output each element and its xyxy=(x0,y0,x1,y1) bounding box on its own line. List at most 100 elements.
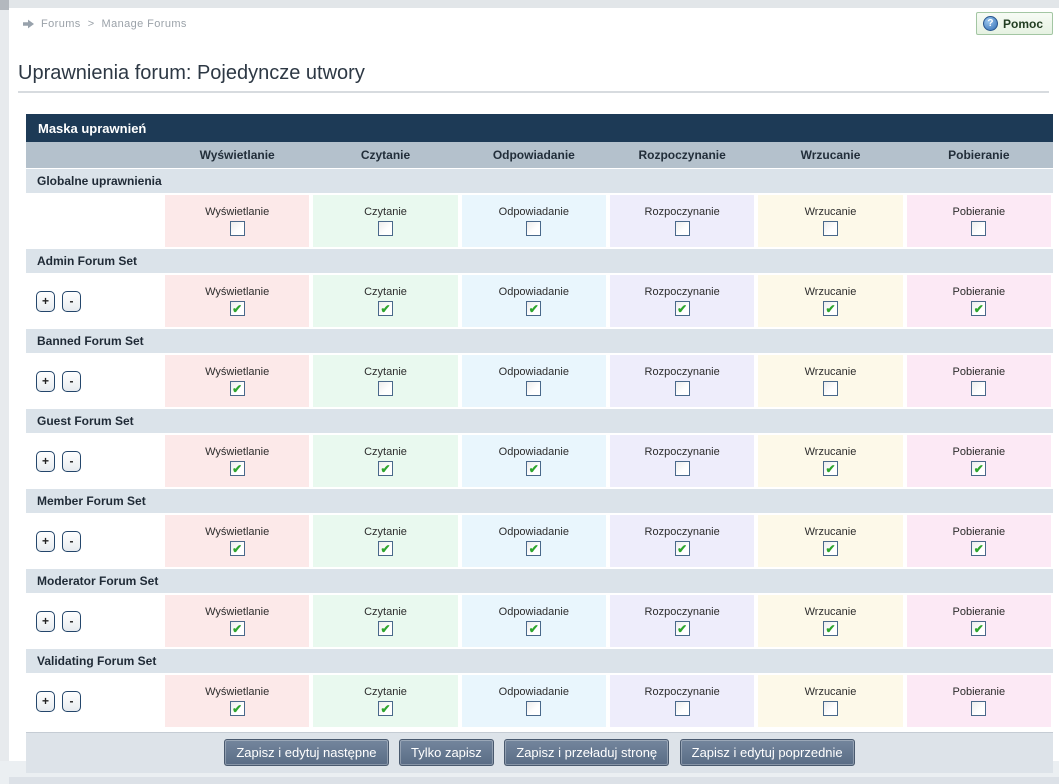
collapse-button[interactable]: - xyxy=(62,370,81,392)
permission-checkbox[interactable]: ✔ xyxy=(526,541,542,556)
column-header-row: Wyświetlanie Czytanie Odpowiadanie Rozpoczy… xyxy=(26,142,1053,169)
permission-checkbox[interactable] xyxy=(674,701,690,716)
permission-cell-label: Wyświetlanie xyxy=(205,286,270,298)
permission-checkbox[interactable] xyxy=(674,381,690,396)
permission-checkbox[interactable] xyxy=(971,701,987,716)
collapse-button[interactable]: - xyxy=(62,530,81,552)
permission-checkbox[interactable]: ✔ xyxy=(377,701,393,716)
permission-checkbox[interactable] xyxy=(377,221,393,236)
permission-checkbox[interactable]: ✔ xyxy=(229,701,245,716)
bottom-strip xyxy=(9,777,1059,784)
permission-checkbox[interactable]: ✔ xyxy=(377,301,393,316)
permission-cell: Czytanie ✔ xyxy=(311,434,460,489)
save-only-button[interactable]: Tylko zapisz xyxy=(399,739,494,766)
section-header: Guest Forum Set xyxy=(26,408,1053,435)
permission-cell-label: Wyświetlanie xyxy=(205,606,270,618)
section-header: Validating Forum Set xyxy=(26,648,1053,675)
breadcrumb-link-forums[interactable]: Forums xyxy=(41,17,81,30)
permission-cell: Rozpoczynanie ✔ xyxy=(607,514,757,569)
footer-bar: Zapisz i edytuj następne Tylko zapisz Za… xyxy=(26,732,1053,773)
permission-checkbox[interactable]: ✔ xyxy=(229,381,245,396)
permission-cell-label: Czytanie xyxy=(364,286,407,298)
permission-checkbox[interactable] xyxy=(526,381,542,396)
help-icon: ? xyxy=(982,16,998,31)
section-row: Banned Forum Set xyxy=(26,328,1053,355)
permission-cell-label: Wrzucanie xyxy=(804,526,857,538)
save-and-edit-next-button[interactable]: Zapisz i edytuj następne xyxy=(224,739,389,766)
permission-checkbox[interactable]: ✔ xyxy=(674,541,690,556)
expand-button[interactable]: + xyxy=(36,530,55,552)
permission-checkbox[interactable]: ✔ xyxy=(377,461,393,476)
help-button[interactable]: ? Pomoc xyxy=(975,12,1053,35)
permission-checkbox[interactable]: ✔ xyxy=(377,621,393,636)
permission-checkbox[interactable]: ✔ xyxy=(229,301,245,316)
permission-checkbox[interactable] xyxy=(229,221,245,236)
permission-cell-label: Odpowiadanie xyxy=(498,286,569,298)
breadcrumb-link-manage-forums[interactable]: Manage Forums xyxy=(101,17,187,30)
save-and-reload-page-button[interactable]: Zapisz i przeładuj stronę xyxy=(504,739,670,766)
expand-button[interactable]: + xyxy=(36,610,55,632)
permission-checkbox[interactable]: ✔ xyxy=(674,301,690,316)
expand-button[interactable]: + xyxy=(36,450,55,472)
permission-cell-label: Czytanie xyxy=(364,206,407,218)
permission-cell: Czytanie ✔ xyxy=(311,674,460,729)
collapse-button[interactable]: - xyxy=(62,610,81,632)
permission-checkbox[interactable]: ✔ xyxy=(971,461,987,476)
permission-checkbox[interactable]: ✔ xyxy=(229,461,245,476)
permission-checkbox[interactable]: ✔ xyxy=(971,301,987,316)
permission-cell: Wyświetlanie ✔ xyxy=(163,354,312,409)
permission-cell: Odpowiadanie xyxy=(459,674,608,729)
permission-cell: Czytanie xyxy=(311,354,460,409)
save-and-edit-previous-button[interactable]: Zapisz i edytuj poprzednie xyxy=(679,739,855,766)
permission-checkbox[interactable]: ✔ xyxy=(229,541,245,556)
permission-cell: Wrzucanie xyxy=(756,674,905,729)
permission-checkbox[interactable]: ✔ xyxy=(971,541,987,556)
permission-checkbox[interactable]: ✔ xyxy=(971,621,987,636)
collapse-button[interactable]: - xyxy=(62,290,81,312)
section-controls-cell: + - xyxy=(26,274,163,329)
permission-row: + - Wyświetlanie ✔ Czytanie Odpowiadanie Rozpo… xyxy=(26,354,1053,409)
column-header-2: Czytanie xyxy=(311,142,460,169)
help-button-label: Pomoc xyxy=(1002,16,1043,31)
permission-cell-label: Pobieranie xyxy=(952,206,1006,218)
permission-cell-label: Pobieranie xyxy=(952,286,1006,298)
permission-checkbox[interactable]: ✔ xyxy=(526,301,542,316)
section-header: Globalne uprawnienia xyxy=(26,168,1053,195)
permission-cell: Wrzucanie ✔ xyxy=(756,434,905,489)
expand-button[interactable]: + xyxy=(36,690,55,712)
collapse-button[interactable]: - xyxy=(62,450,81,472)
permission-checkbox[interactable]: ✔ xyxy=(526,461,542,476)
permission-checkbox[interactable]: ✔ xyxy=(526,621,542,636)
permission-checkbox[interactable] xyxy=(822,221,838,236)
permission-checkbox[interactable] xyxy=(822,701,838,716)
permission-checkbox[interactable]: ✔ xyxy=(822,541,838,556)
permission-checkbox[interactable]: ✔ xyxy=(377,541,393,556)
permission-checkbox[interactable] xyxy=(526,701,542,716)
permission-checkbox[interactable]: ✔ xyxy=(822,461,838,476)
permission-checkbox[interactable]: ✔ xyxy=(822,621,838,636)
permission-checkbox[interactable] xyxy=(971,381,987,396)
permission-checkbox[interactable] xyxy=(377,381,393,396)
permission-checkbox[interactable] xyxy=(526,221,542,236)
permission-cell: Odpowiadanie ✔ xyxy=(459,434,608,489)
permission-checkbox[interactable] xyxy=(971,221,987,236)
permission-checkbox[interactable] xyxy=(674,461,690,476)
permission-cell: Pobieranie xyxy=(904,674,1053,729)
column-header-5: Wrzucanie xyxy=(756,142,905,169)
permission-checkbox[interactable] xyxy=(822,381,838,396)
section-row: Globalne uprawnienia xyxy=(26,168,1053,195)
permission-cell: Wrzucanie xyxy=(756,194,905,249)
expand-button[interactable]: + xyxy=(36,290,55,312)
permissions-table-container: Maska uprawnień Wyświetlanie Czytanie Odpo… xyxy=(26,114,1053,729)
permission-cell: Odpowiadanie xyxy=(459,194,608,249)
collapse-button[interactable]: - xyxy=(62,690,81,712)
permission-checkbox[interactable]: ✔ xyxy=(229,621,245,636)
section-header: Banned Forum Set xyxy=(26,328,1053,355)
permission-checkbox[interactable] xyxy=(674,221,690,236)
section-row: Validating Forum Set xyxy=(26,648,1053,675)
permission-cell: Rozpoczynanie xyxy=(607,354,757,409)
permission-checkbox[interactable]: ✔ xyxy=(674,621,690,636)
permission-checkbox[interactable]: ✔ xyxy=(822,301,838,316)
permission-cell-label: Odpowiadanie xyxy=(498,366,569,378)
expand-button[interactable]: + xyxy=(36,370,55,392)
